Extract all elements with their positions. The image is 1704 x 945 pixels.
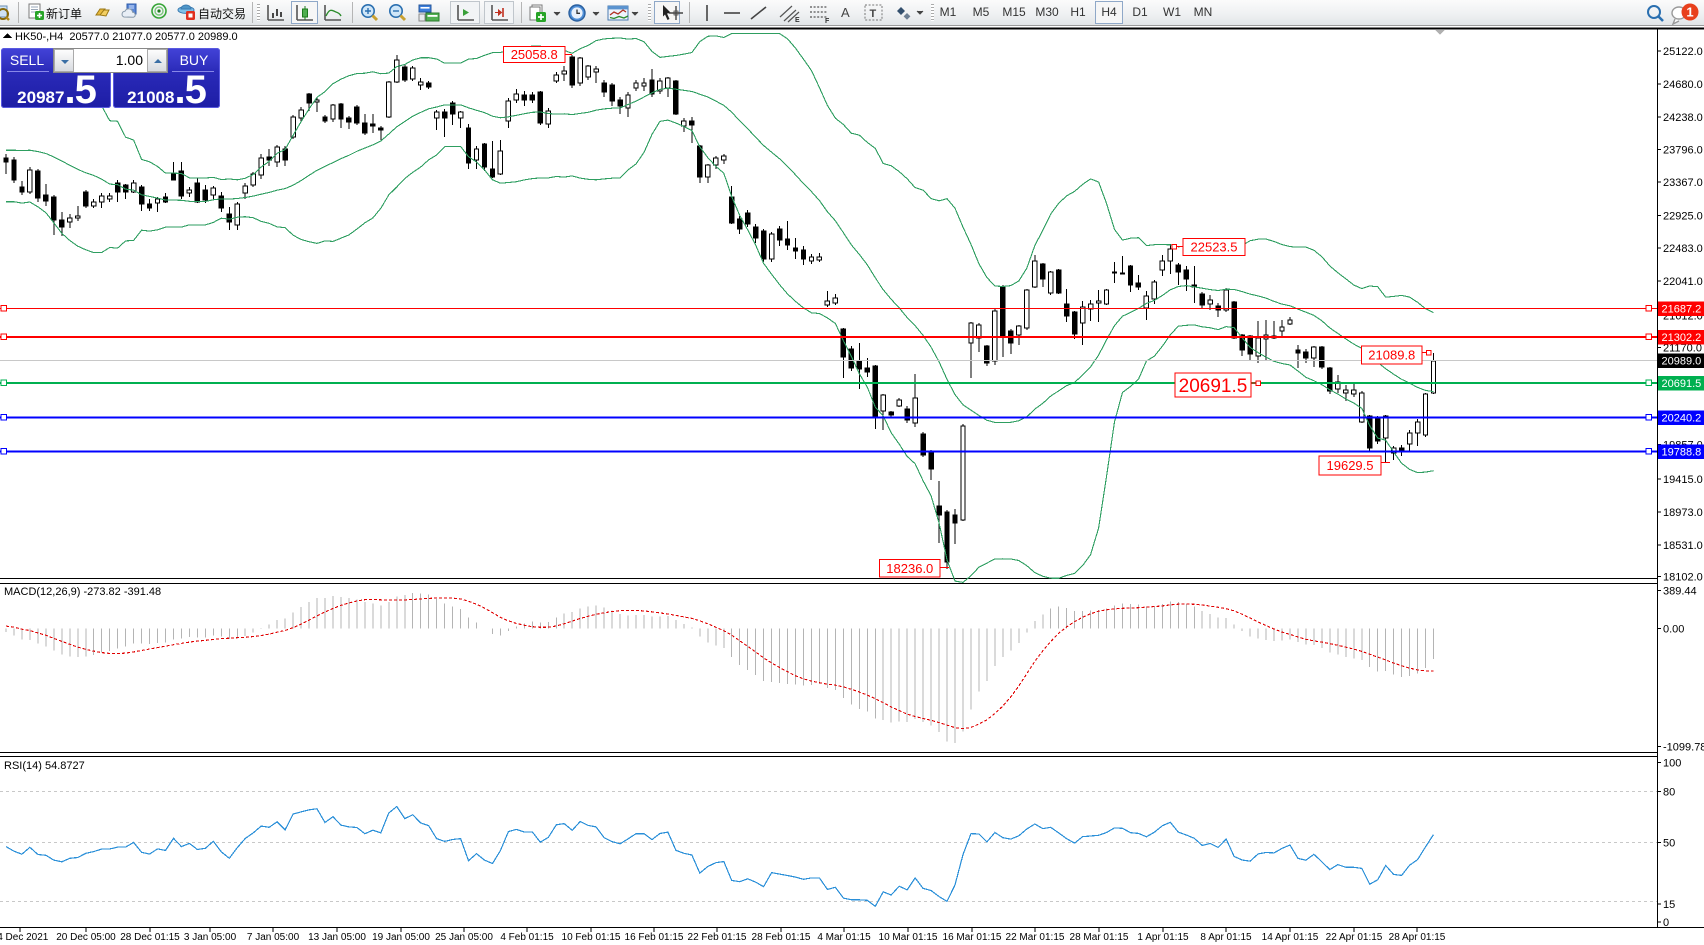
- svg-text:22523.5: 22523.5: [1191, 240, 1238, 255]
- svg-text:7 Jan 05:00: 7 Jan 05:00: [247, 932, 300, 943]
- svg-text:8 Apr 01:15: 8 Apr 01:15: [1200, 932, 1252, 943]
- svg-text:MACD(12,26,9) -273.82 -391.48: MACD(12,26,9) -273.82 -391.48: [4, 586, 161, 598]
- svg-text:18973.0: 18973.0: [1663, 507, 1703, 519]
- svg-text:28 Feb 01:15: 28 Feb 01:15: [752, 932, 811, 943]
- svg-text:0: 0: [1663, 917, 1669, 929]
- svg-text:3 Jan 05:00: 3 Jan 05:00: [184, 932, 237, 943]
- svg-text:50: 50: [1663, 837, 1675, 849]
- svg-text:18102.0: 18102.0: [1663, 572, 1703, 584]
- svg-text:19 Jan 05:00: 19 Jan 05:00: [372, 932, 430, 943]
- svg-text:1 Apr 01:15: 1 Apr 01:15: [1137, 932, 1189, 943]
- svg-text:21302.2: 21302.2: [1662, 332, 1702, 344]
- svg-text:25058.8: 25058.8: [511, 47, 558, 62]
- svg-text:F: F: [825, 18, 830, 24]
- svg-text:13 Jan 05:00: 13 Jan 05:00: [308, 932, 366, 943]
- svg-text:22 Mar 01:15: 22 Mar 01:15: [1006, 932, 1065, 943]
- svg-text:0.00: 0.00: [1663, 623, 1684, 635]
- svg-text:389.44: 389.44: [1663, 586, 1697, 598]
- svg-text:19415.0: 19415.0: [1663, 474, 1703, 486]
- svg-text:23796.0: 23796.0: [1663, 145, 1703, 157]
- svg-text:24680.0: 24680.0: [1663, 79, 1703, 91]
- svg-text:22925.0: 22925.0: [1663, 211, 1703, 223]
- svg-text:E: E: [795, 17, 800, 24]
- svg-text:21687.2: 21687.2: [1662, 304, 1702, 316]
- svg-text:22041.0: 22041.0: [1663, 276, 1703, 288]
- svg-text:10 Mar 01:15: 10 Mar 01:15: [879, 932, 938, 943]
- svg-text:20691.5: 20691.5: [1179, 376, 1248, 397]
- svg-text:4 Feb 01:15: 4 Feb 01:15: [500, 932, 554, 943]
- svg-text:23367.0: 23367.0: [1663, 177, 1703, 189]
- svg-text:18236.0: 18236.0: [886, 561, 933, 576]
- svg-text:19629.5: 19629.5: [1327, 458, 1374, 473]
- svg-text:4 Mar 01:15: 4 Mar 01:15: [817, 932, 871, 943]
- svg-text:28 Dec 01:15: 28 Dec 01:15: [120, 932, 180, 943]
- svg-text:14 Apr 01:15: 14 Apr 01:15: [1262, 932, 1319, 943]
- svg-text:14 Dec 2021: 14 Dec 2021: [0, 932, 49, 943]
- svg-text:15: 15: [1663, 899, 1675, 911]
- svg-text:21170.0: 21170.0: [1663, 343, 1702, 355]
- svg-text:100: 100: [1663, 758, 1681, 770]
- svg-text:16 Mar 01:15: 16 Mar 01:15: [943, 932, 1002, 943]
- svg-text:20989.0: 20989.0: [1662, 356, 1702, 368]
- svg-text:21089.8: 21089.8: [1368, 348, 1415, 363]
- svg-text:28 Mar 01:15: 28 Mar 01:15: [1070, 932, 1129, 943]
- svg-text:10 Feb 01:15: 10 Feb 01:15: [562, 932, 621, 943]
- svg-text:22 Feb 01:15: 22 Feb 01:15: [688, 932, 747, 943]
- svg-text:HK50-,H4 20577.0 21077.0 2057: HK50-,H4 20577.0 21077.0 20577.0 20989.0: [15, 31, 238, 43]
- svg-text:20691.5: 20691.5: [1662, 378, 1702, 390]
- svg-text:20240.2: 20240.2: [1662, 413, 1702, 425]
- svg-text:-1099.78: -1099.78: [1663, 741, 1704, 753]
- svg-text:20 Dec 05:00: 20 Dec 05:00: [56, 932, 116, 943]
- svg-text:19788.8: 19788.8: [1662, 447, 1702, 459]
- svg-text:RSI(14) 54.8727: RSI(14) 54.8727: [4, 760, 85, 772]
- svg-text:25122.0: 25122.0: [1663, 46, 1703, 58]
- svg-text:28 Apr 01:15: 28 Apr 01:15: [1389, 932, 1446, 943]
- svg-text:80: 80: [1663, 787, 1675, 799]
- svg-text:25 Jan 05:00: 25 Jan 05:00: [435, 932, 493, 943]
- svg-text:1: 1: [1686, 5, 1693, 20]
- svg-text:16 Feb 01:15: 16 Feb 01:15: [625, 932, 684, 943]
- svg-text:24238.0: 24238.0: [1663, 112, 1703, 124]
- svg-text:T: T: [870, 8, 877, 20]
- svg-text:18531.0: 18531.0: [1663, 540, 1703, 552]
- svg-text:22 Apr 01:15: 22 Apr 01:15: [1326, 932, 1383, 943]
- svg-text:22483.0: 22483.0: [1663, 243, 1703, 255]
